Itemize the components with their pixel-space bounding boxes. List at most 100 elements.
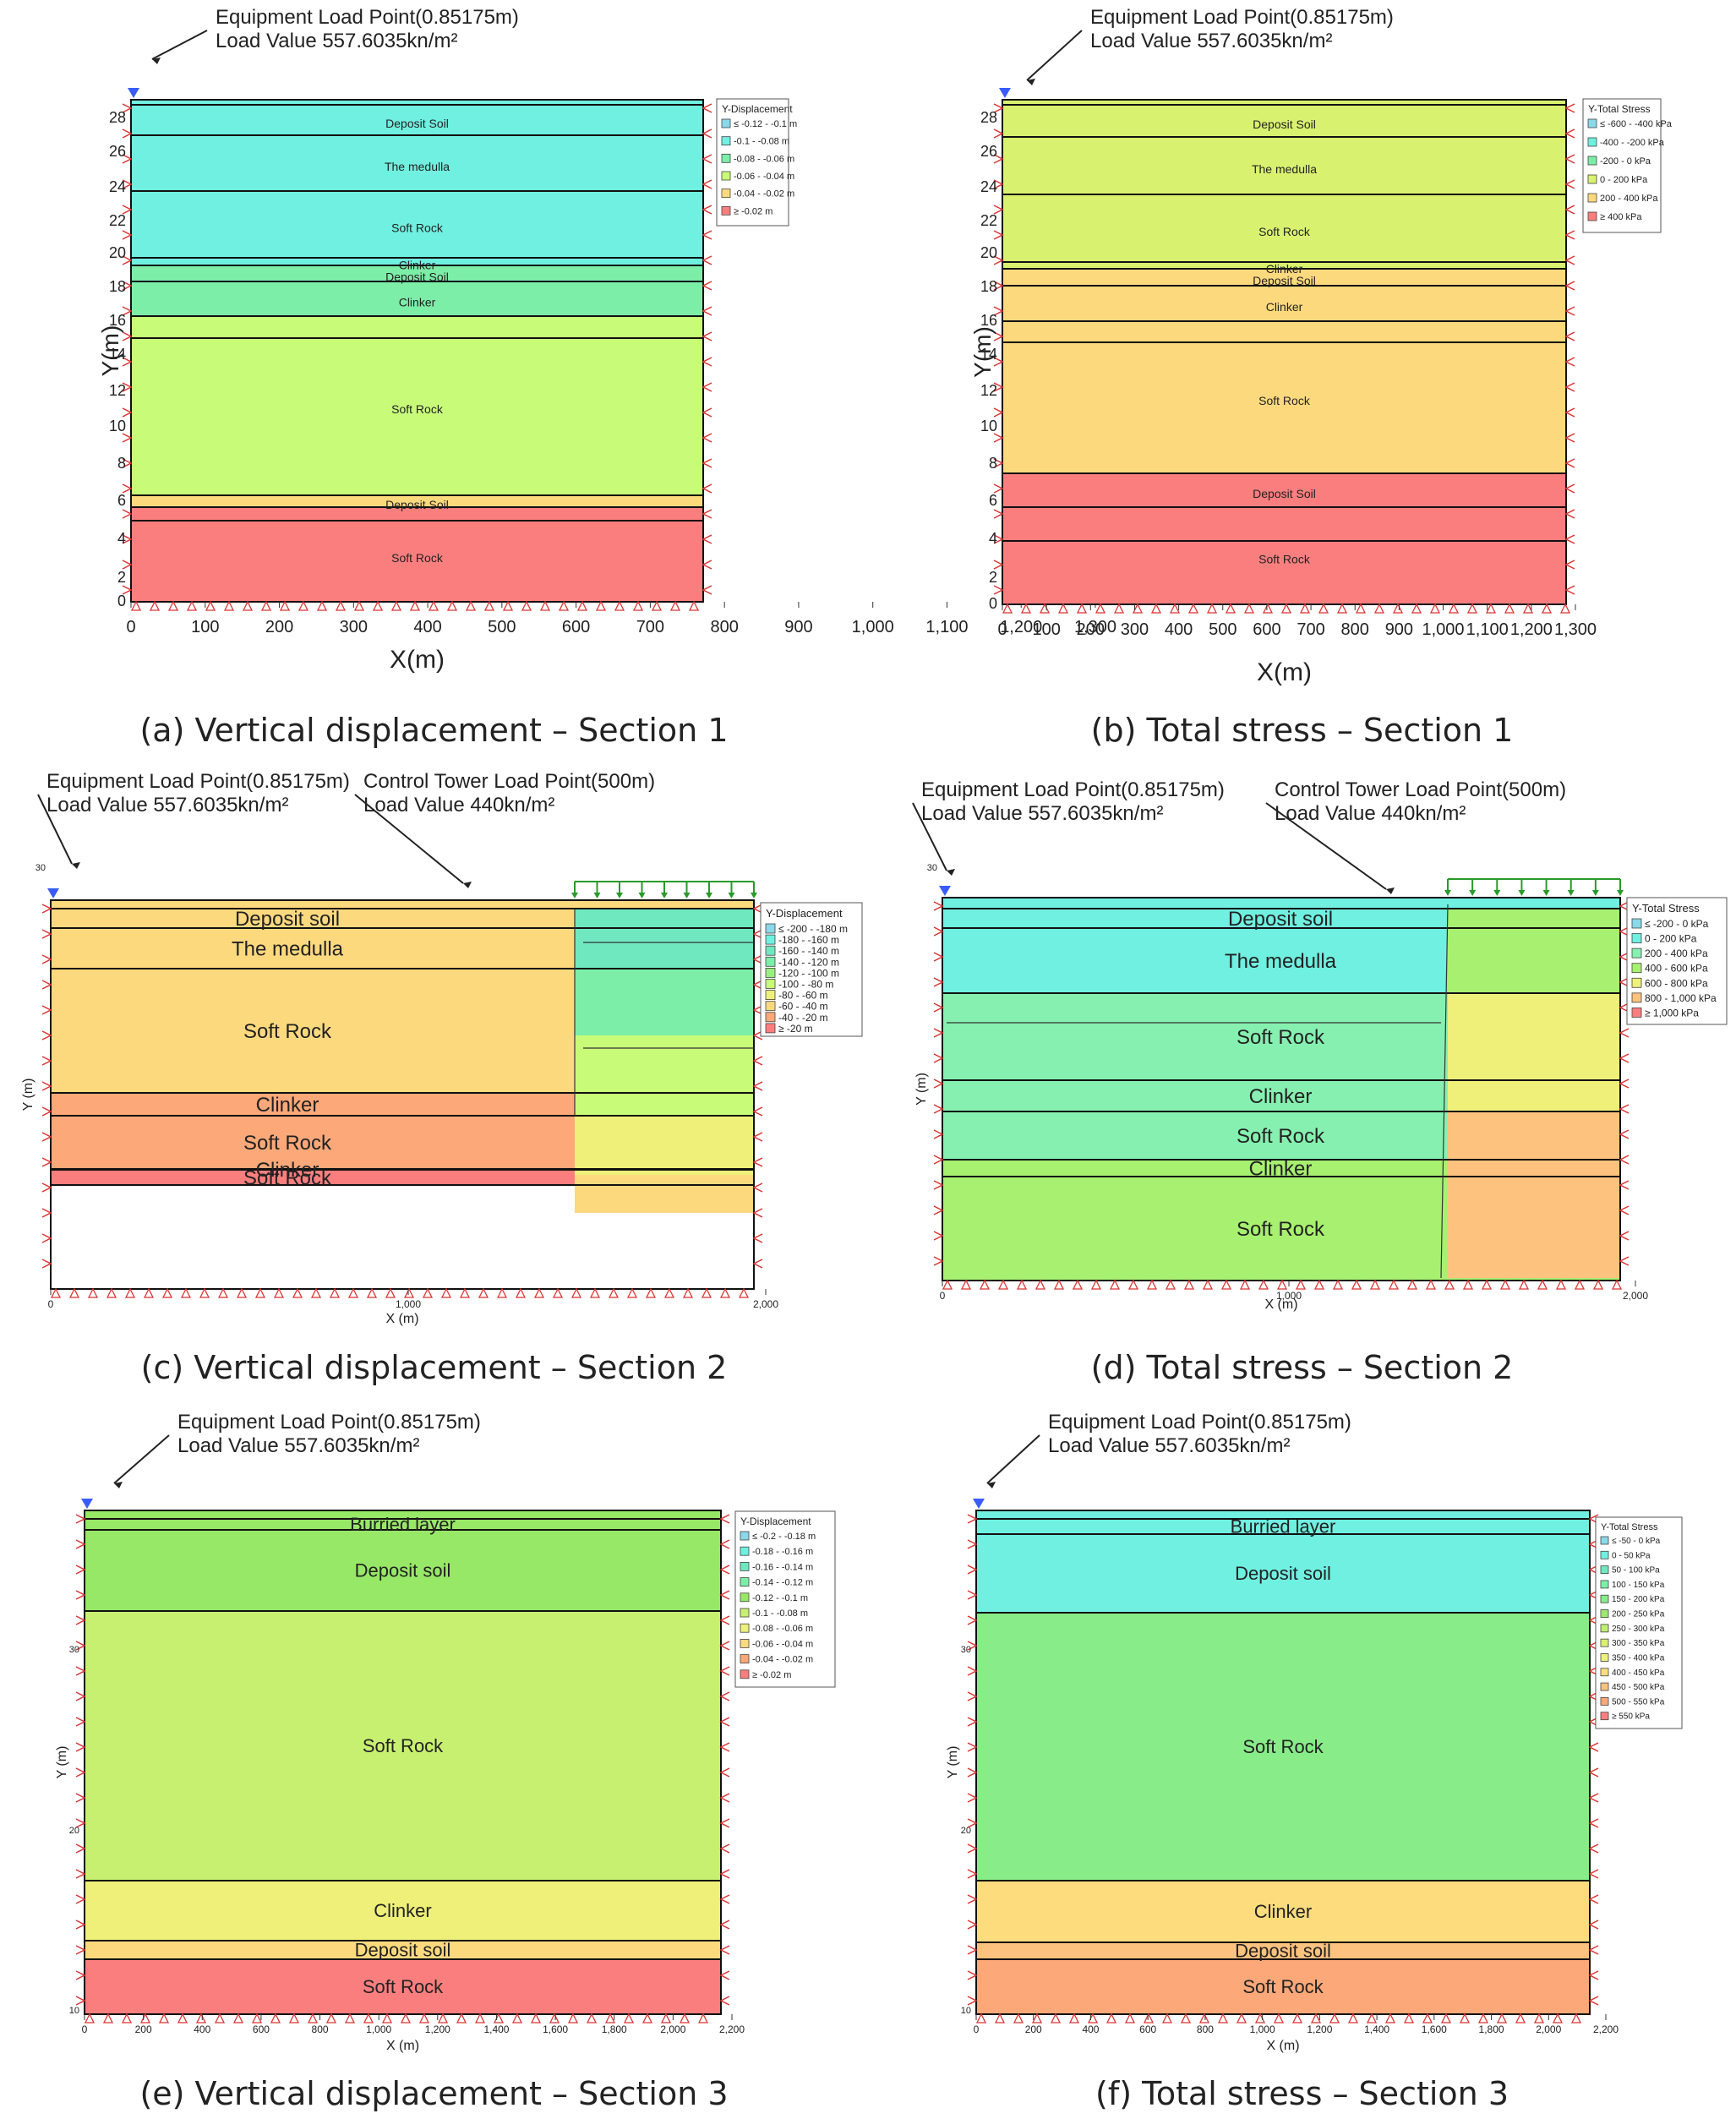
- support-symbol: [701, 255, 712, 265]
- support-symbol: [1515, 2013, 1526, 2023]
- x-tick-label: 300: [1121, 620, 1149, 639]
- support-symbol: [1124, 2013, 1136, 2023]
- support-symbol: [1384, 2013, 1396, 2023]
- support-symbol: [1564, 128, 1575, 139]
- support-symbol: [1619, 901, 1630, 911]
- support-symbol: [75, 1590, 86, 1600]
- support-symbol: [752, 1081, 763, 1091]
- legend-swatch: [765, 1023, 776, 1034]
- x-tick-label: 1,200: [1307, 2023, 1332, 2035]
- y-tick-label: 30: [961, 1645, 971, 1655]
- support-symbol: [41, 1233, 52, 1243]
- support-symbol: [979, 1279, 991, 1290]
- soil-layer: [1002, 269, 1566, 286]
- legend-swatch: [1587, 193, 1597, 203]
- panel-f: Burried layer Deposit soil Soft Rock Clinke…: [946, 1411, 1683, 2053]
- support-symbol: [967, 1767, 978, 1778]
- annotation-arrow-head: [152, 57, 161, 64]
- legend-label: -120 - -100 m: [778, 967, 839, 979]
- support-symbol: [422, 1287, 434, 1298]
- x-tick-label: 1,400: [1364, 2023, 1389, 2035]
- support-symbol: [967, 1742, 978, 1752]
- support-symbol: [719, 1869, 730, 1879]
- legend-label: -0.12 - -0.1 m: [752, 1593, 808, 1603]
- y-tick-label: 26: [980, 143, 997, 160]
- support-symbol: [1564, 509, 1575, 519]
- support-symbol: [975, 2013, 987, 2023]
- support-symbol: [1592, 1279, 1604, 1290]
- legend-label: ≤ -200 - 0 kPa: [1645, 918, 1709, 930]
- legend-swatch: [721, 136, 731, 146]
- load-arrow-head: [706, 893, 712, 898]
- x-tick-label: 400: [1165, 620, 1193, 639]
- legend-swatch: [1600, 1712, 1609, 1721]
- legend-label: 150 - 200 kPa: [1612, 1595, 1665, 1604]
- soil-layer: [1002, 105, 1566, 137]
- model-border: [942, 897, 1621, 1281]
- support-symbol: [1440, 2013, 1452, 2023]
- support-symbol: [1220, 1279, 1232, 1290]
- legend-swatch: [740, 1669, 750, 1679]
- support-symbol: [933, 1231, 944, 1241]
- support-symbol: [993, 306, 1004, 316]
- caption-a: (a) Vertical displacement – Section 1: [139, 712, 729, 749]
- legend-label: 200 - 400 kPa: [1645, 948, 1708, 959]
- support-symbol: [1425, 1279, 1437, 1290]
- load-arrow-head: [1591, 890, 1599, 896]
- support-symbol: [84, 2013, 96, 2023]
- legend-label: -80 - -60 m: [778, 990, 828, 1002]
- support-symbol: [1109, 1279, 1121, 1290]
- support-symbol: [701, 382, 712, 392]
- support-symbol: [344, 2013, 356, 2023]
- soil-layer: [131, 495, 703, 507]
- y-tick-label: 30: [35, 863, 46, 873]
- x-tick-label: 2,000: [1623, 1290, 1648, 1302]
- support-symbol: [645, 1287, 657, 1298]
- support-symbol: [967, 1996, 978, 2006]
- support-symbol: [993, 458, 1004, 468]
- settlement-zone: [575, 1175, 754, 1213]
- support-symbol: [1258, 1279, 1269, 1290]
- soil-layer: [1002, 137, 1566, 194]
- layer-label: Clinker: [374, 1900, 431, 1921]
- support-symbol: [1143, 2013, 1155, 2023]
- support-symbol: [1406, 1279, 1418, 1290]
- support-symbol: [199, 1287, 210, 1298]
- support-symbol: [41, 1030, 52, 1040]
- soil-layer: [976, 1519, 1590, 1534]
- model-border: [84, 1510, 722, 2015]
- load-point-marker: [81, 1499, 93, 1509]
- x-tick-label: 0: [974, 2023, 980, 2035]
- layer-label: Deposit Soil: [1253, 487, 1316, 500]
- support-symbol: [75, 1894, 86, 1904]
- y-tick-label: 28: [980, 109, 997, 126]
- legend-label: -0.08 - -0.06 m: [734, 154, 794, 164]
- support-symbol: [75, 1565, 86, 1575]
- support-symbol: [1564, 357, 1575, 367]
- support-symbol: [701, 154, 712, 164]
- legend-label: ≥ -0.02 m: [734, 206, 772, 216]
- support-symbol: [75, 1641, 86, 1651]
- legend-swatch: [721, 153, 731, 163]
- y-tick-label: 20: [980, 244, 997, 261]
- support-symbol: [1243, 603, 1255, 614]
- support-symbol: [41, 904, 52, 914]
- support-symbol: [478, 1287, 489, 1298]
- top-strip: [131, 100, 703, 105]
- support-symbol: [1388, 1279, 1400, 1290]
- layer-label: Clinker: [399, 259, 436, 272]
- support-symbol: [701, 331, 712, 341]
- support-symbol: [697, 2013, 709, 2023]
- y-tick-label: 12: [109, 382, 126, 399]
- support-symbol: [41, 1056, 52, 1066]
- legend-label: -0.06 - -0.04 m: [752, 1639, 813, 1649]
- support-symbol: [1076, 603, 1088, 614]
- y-tick-label: 30: [69, 1645, 79, 1655]
- soil-layer: [131, 258, 703, 265]
- legend-swatch: [1587, 137, 1597, 147]
- support-symbol: [752, 1005, 763, 1015]
- layer-label: Clinker: [1266, 300, 1303, 314]
- legend-label: 0 - 200 kPa: [1645, 933, 1697, 945]
